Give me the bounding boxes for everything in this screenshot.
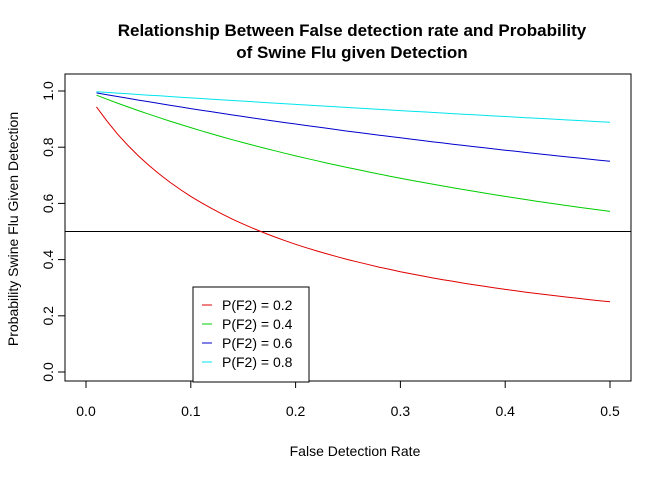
series-lines [96,91,611,303]
x-tick-label: 0.3 [391,403,411,419]
series-line-1 [96,106,611,303]
y-tick-label: 0.6 [40,193,56,213]
series-line-3 [96,92,611,162]
y-tick-label: 1.0 [40,81,56,101]
y-tick-label: 0.4 [40,250,56,270]
x-tick-label: 0.1 [181,403,201,419]
y-axis-label: Probability Swine Flu Given Detection [5,112,21,346]
legend-label-2: P(F2) = 0.4 [222,316,293,332]
y-tick-label: 0.2 [40,306,56,326]
x-tick-label: 0.4 [495,403,515,419]
legend-box [192,286,310,383]
plot-frame [64,73,632,382]
legend-label-3: P(F2) = 0.6 [222,335,293,351]
x-tick-label: 0.2 [286,403,306,419]
series-line-4 [96,91,611,123]
legend: P(F2) = 0.2 P(F2) = 0.4 P(F2) = 0.6 P(F2) =… [192,286,310,383]
x-tick-label: 0.5 [600,403,620,419]
y-tick-label: 0.0 [40,362,56,382]
y-axis: 0.0 0.2 0.4 0.6 0.8 1.0 [40,81,66,382]
x-axis: 0.0 0.1 0.2 0.3 0.4 0.5 [76,380,620,419]
chart-title-line-1: Relationship Between False detection rat… [118,21,587,40]
legend-label-1: P(F2) = 0.2 [222,297,293,313]
legend-label-4: P(F2) = 0.8 [222,354,293,370]
x-tick-label: 0.0 [76,403,96,419]
x-axis-label: False Detection Rate [290,443,421,459]
chart-title-line-2: of Swine Flu given Detection [236,43,467,62]
y-tick-label: 0.8 [40,137,56,157]
series-line-2 [96,94,611,212]
